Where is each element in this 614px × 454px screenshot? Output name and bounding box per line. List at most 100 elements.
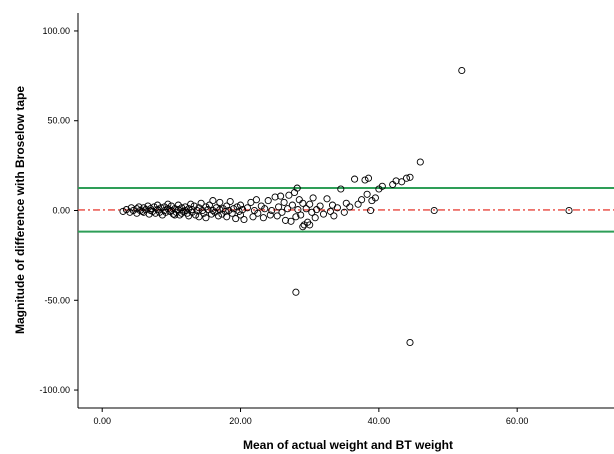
scatter-point	[252, 196, 260, 204]
scatter-point	[207, 210, 216, 218]
scatter-point	[140, 204, 148, 212]
scatter-point	[306, 221, 314, 229]
scatter-point	[273, 212, 281, 220]
scatter-point	[309, 194, 317, 202]
scatter-point	[223, 213, 231, 221]
scatter-point	[233, 203, 241, 211]
scatter-point	[243, 204, 251, 212]
scatter-point	[126, 208, 134, 216]
scatter-point	[293, 184, 301, 192]
scatter-point	[223, 202, 231, 210]
scatter-point	[316, 202, 324, 210]
scatter-point	[406, 173, 414, 181]
scatter-point	[171, 211, 179, 219]
scatter-point	[264, 197, 272, 205]
scatter-point	[326, 207, 334, 215]
scatter-point	[230, 205, 238, 213]
y-tick-label: 50.00	[47, 116, 70, 126]
scatter-point	[195, 213, 203, 221]
x-tick-label: 60.00	[506, 416, 529, 426]
scatter-point	[292, 213, 300, 221]
scatter-point	[284, 205, 292, 213]
scatter-point	[281, 216, 290, 224]
scatter-point	[268, 206, 276, 215]
scatter-point	[187, 200, 195, 208]
scatter-point	[266, 211, 274, 219]
scatter-point	[371, 194, 379, 202]
scatter-point	[209, 197, 217, 205]
scatter-point	[287, 217, 295, 225]
y-tick-label: 0.00	[52, 206, 70, 216]
scatter-point	[311, 214, 319, 222]
scatter-point	[236, 201, 245, 209]
scatter-point	[299, 223, 307, 231]
scatter-point	[226, 197, 234, 206]
scatter-point	[406, 338, 414, 347]
scatter-point	[337, 185, 345, 193]
scatter-point	[430, 206, 438, 215]
scatter-point	[354, 200, 362, 208]
scatter-point	[288, 201, 296, 209]
scatter-point	[565, 206, 573, 215]
scatter-point	[138, 207, 146, 215]
x-tick-label: 0.00	[93, 416, 111, 426]
scatter-point	[319, 210, 328, 218]
x-axis-title: Mean of actual weight and BT weight	[243, 438, 453, 452]
scatter-point	[340, 208, 348, 216]
scatter-point	[151, 209, 160, 217]
scatter-point	[261, 205, 269, 213]
scatter-point	[361, 176, 369, 184]
scatter-point	[142, 206, 150, 214]
scatter-point	[164, 200, 172, 208]
x-tick-label: 40.00	[368, 416, 391, 426]
scatter-point	[378, 182, 386, 190]
scatter-point	[232, 215, 240, 223]
y-axis-title: Magnitude of difference with Broselow ta…	[13, 86, 27, 334]
scatter-point	[167, 206, 175, 215]
scatter-point	[216, 198, 224, 206]
scatter-point	[389, 180, 397, 189]
scatter-point	[392, 177, 400, 185]
scatter-point	[135, 203, 143, 211]
scatter-point	[247, 198, 255, 206]
scatter-point	[119, 207, 127, 215]
scatter-point	[333, 204, 341, 212]
scatter-point	[297, 211, 305, 219]
scatter-point	[280, 198, 288, 206]
scatter-point	[185, 212, 193, 220]
scatter-point	[351, 175, 359, 183]
scatter-point	[212, 204, 220, 212]
scatter-point	[204, 206, 212, 214]
scatter-point	[205, 201, 213, 209]
scatter-point	[239, 206, 247, 214]
scatter-point	[295, 196, 303, 204]
scatter-point	[363, 190, 371, 198]
scatter-point	[259, 214, 267, 222]
scatter-point	[292, 288, 300, 296]
scatter-point	[342, 199, 350, 207]
scatter-point	[364, 174, 373, 182]
scatter-point	[416, 158, 424, 166]
scatter-point	[398, 178, 406, 186]
scatter-point	[240, 215, 248, 224]
scatter-point	[299, 199, 307, 207]
scatter-point	[458, 66, 466, 75]
scatter-point	[200, 209, 208, 217]
scatter-point	[228, 209, 236, 217]
scatter-point	[178, 209, 186, 217]
scatter-point	[323, 195, 331, 203]
scatter-point	[197, 199, 205, 207]
scatter-point	[275, 203, 283, 211]
scatter-point	[367, 206, 375, 215]
scatter-point	[188, 206, 196, 214]
scatter-point	[254, 209, 262, 217]
scatter-point	[181, 203, 189, 211]
scatter-point	[302, 205, 310, 213]
scatter-point	[278, 208, 286, 216]
x-tick-label: 20.00	[229, 416, 252, 426]
scatter-point	[402, 174, 411, 182]
scatter-point	[285, 191, 293, 199]
scatter-point	[346, 203, 354, 211]
